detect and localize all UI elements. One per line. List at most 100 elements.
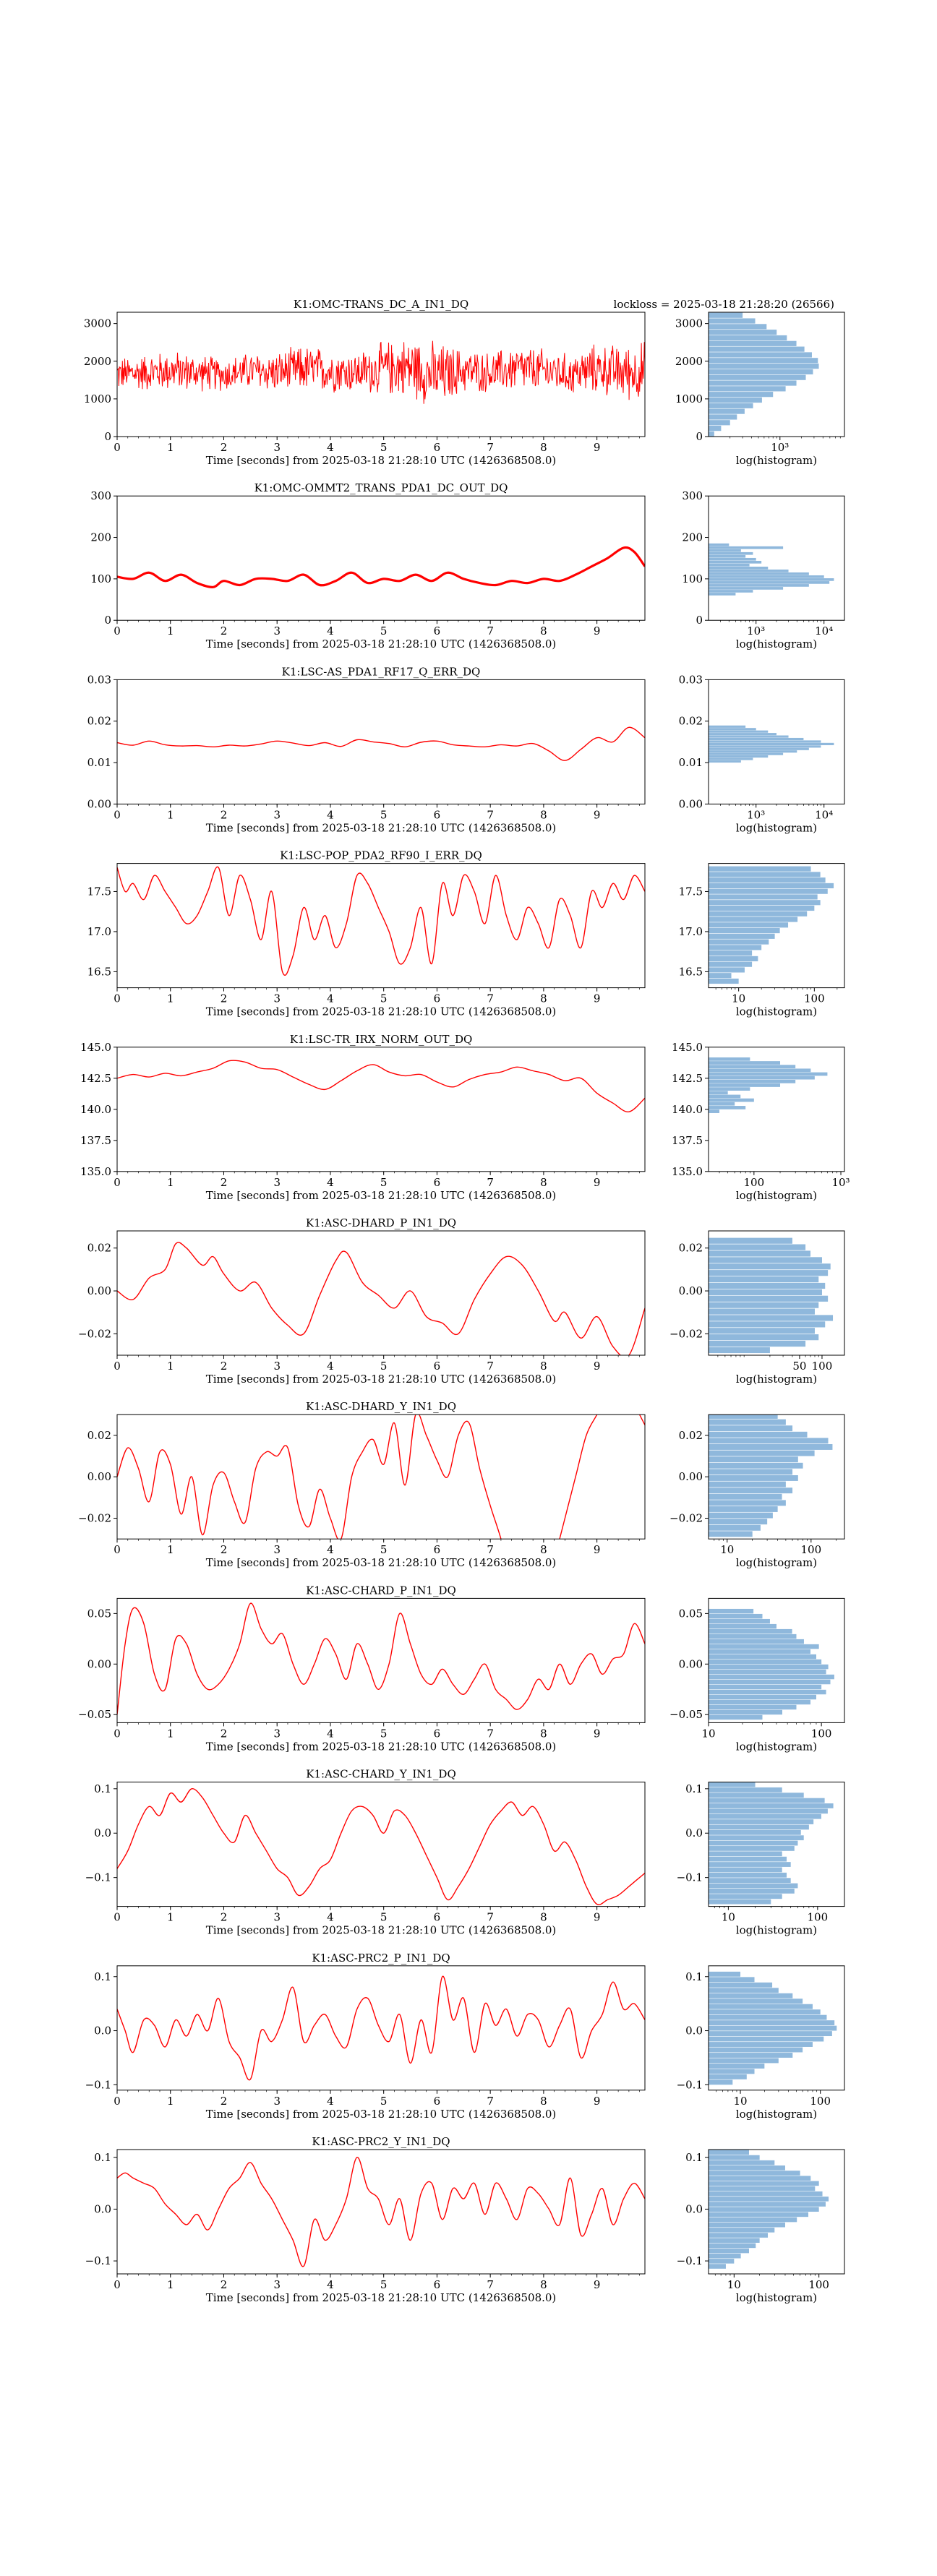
x-tick-label: 8 [540,1176,547,1189]
hist-x-axis-label: log(histogram) [736,1740,817,1753]
histogram-bar [709,1623,776,1629]
x-tick-label: 8 [540,1727,547,1740]
x-tick-label: 6 [434,808,441,821]
histogram-bar [709,1068,811,1073]
x-tick-label: 7 [487,624,494,637]
histogram-bar [709,2064,765,2069]
histogram-bar [709,900,821,906]
series-line [117,1976,645,2081]
histogram-bar [709,587,784,590]
histogram-bar [709,2036,824,2042]
histogram-bar [709,593,736,596]
hist-y-tick-label: −0.05 [669,1708,703,1721]
x-tick-label: 0 [114,1727,121,1740]
histogram-bar [709,2058,779,2064]
histogram-bar [709,737,804,741]
x-tick-label: 0 [114,441,121,454]
hist-x-tick-label: 10⁴ [815,624,833,637]
hist-frame [708,1782,845,1907]
histogram-bar [709,1856,787,1862]
hist-y-tick-label: 0.02 [679,1429,703,1442]
x-axis-label: Time [seconds] from 2025-03-18 21:28:10 … [206,2108,557,2121]
histogram-bar [709,546,784,549]
hist-x-tick-label: 100 [804,992,825,1005]
x-tick-label: 3 [273,2278,281,2291]
histogram-bar [709,581,830,584]
y-tick-label: −0.1 [85,2078,111,2091]
series-group [117,2157,645,2267]
hist-x-axis-label: log(histogram) [736,1189,817,1202]
histogram-bar [709,760,741,763]
histogram-group [709,543,834,596]
hist-y-tick-label: −0.02 [669,1327,703,1340]
hist-y-tick-label: 0.0 [685,1826,703,1839]
y-tick-label: 0.0 [94,2025,111,2038]
histogram-bar [709,392,774,398]
histogram-bar [709,414,737,420]
histogram-bar [709,1469,793,1475]
y-tick-label: 17.5 [87,885,111,898]
histogram-bar [709,1076,815,1080]
histogram-bar [709,1867,782,1873]
histogram-bar [709,1899,771,1905]
histogram-group [709,2150,829,2269]
histogram-bar [709,740,821,743]
histogram-bar [709,1450,815,1456]
histogram-bar [709,1679,831,1685]
histogram-bar [709,1250,811,1257]
x-tick-label: 6 [434,2278,441,2291]
histogram-bar [709,1315,834,1321]
histogram-bar [709,551,753,555]
x-tick-label: 5 [380,1911,388,1924]
histogram-bar [709,1462,803,1469]
x-tick-label: 8 [540,441,547,454]
histogram-bar [709,1639,804,1644]
histogram-bar [709,755,769,758]
hist-y-tick-label: 300 [682,489,703,502]
hist-y-tick-label: 0.02 [679,1242,703,1255]
histogram-bar [709,330,777,335]
histogram-bar [709,894,818,900]
hist-y-tick-label: 142.5 [672,1072,703,1085]
y-tick-label: −0.02 [78,1512,111,1525]
histogram-bar [709,1889,795,1894]
hist-x-axis-label: log(histogram) [736,1373,817,1386]
x-axis-label: Time [seconds] from 2025-03-18 21:28:10 … [206,1005,557,1018]
x-tick-label: 0 [114,2095,121,2108]
x-tick-label: 3 [273,1543,281,1556]
series-line [117,1060,645,1112]
histogram-bar [709,725,746,728]
histogram-bar [709,1782,756,1787]
x-tick-label: 9 [594,992,601,1005]
x-axis-label: Time [seconds] from 2025-03-18 21:28:10 … [206,1740,557,1753]
y-tick-label: −0.05 [78,1708,111,1721]
histogram-bar [709,2259,735,2264]
panel-10: K1:ASC-PRC2_P_IN1_DQ 0 1 2 3 4 5 6 7 8 9 −0.1 0.0 0.1… [85,1952,845,2121]
series-group [117,340,645,404]
series-line [117,1414,645,1540]
histogram-bar [709,324,767,330]
histogram-bar [709,2165,785,2171]
histogram-bar [709,386,786,392]
panel-title: K1:ASC-CHARD_P_IN1_DQ [306,1584,456,1597]
histogram-bar [709,1872,787,1878]
panel-6: K1:ASC-DHARD_P_IN1_DQ 0 1 2 3 4 5 6 7 8 9 −0.02 0.00… [78,1216,845,1386]
histogram-bar [709,2155,760,2160]
hist-frame [708,1965,845,2091]
histogram-bar [709,2042,813,2047]
histogram-bar [709,1414,778,1419]
plot-frame [116,1782,646,1907]
x-axis-label: Time [seconds] from 2025-03-18 21:28:10 … [206,454,557,467]
histogram-bar [709,1664,829,1670]
histogram-bar [709,1431,808,1438]
y-tick-label: 0.05 [87,1607,111,1620]
panel-title: K1:ASC-CHARD_Y_IN1_DQ [306,1768,456,1781]
x-tick-label: 6 [434,624,441,637]
histogram-bar [709,2222,785,2228]
x-tick-label: 6 [434,441,441,454]
x-tick-label: 2 [221,992,228,1005]
hist-x-axis-label: log(histogram) [736,1924,817,1937]
histogram-bar [709,1257,822,1263]
x-tick-label: 8 [540,2095,547,2108]
histogram-bar [709,1263,831,1270]
